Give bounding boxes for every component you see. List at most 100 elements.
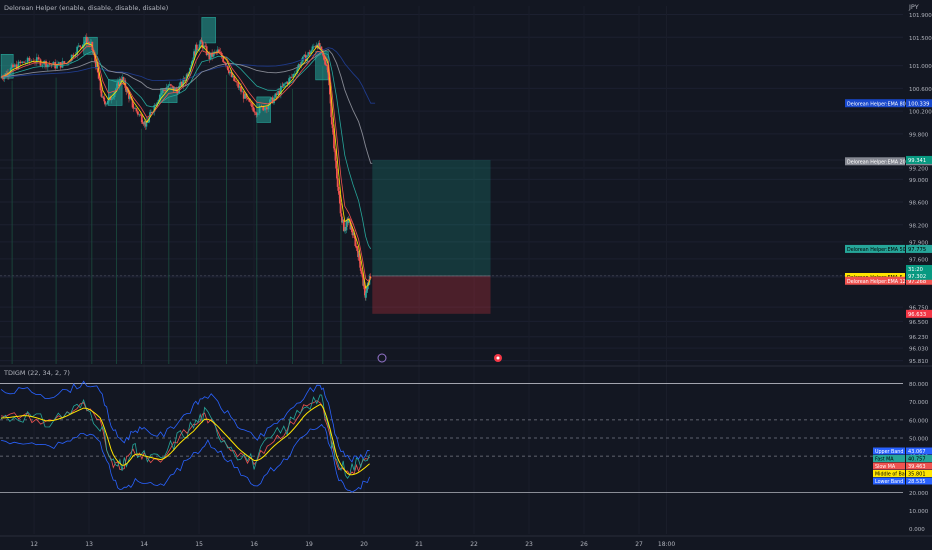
countdown-tag: 31:20 — [908, 267, 923, 273]
oscillator-label-bg — [873, 455, 905, 462]
candle-body — [345, 220, 348, 231]
candle-body — [61, 61, 64, 68]
candle-body — [251, 102, 253, 108]
candle-body — [240, 86, 242, 92]
long-position-tool[interactable] — [372, 159, 491, 314]
ema-label: Delorean Helper:EMA 800 — [847, 101, 909, 107]
candle-body — [229, 71, 232, 73]
candle-body — [34, 62, 36, 63]
price-tick-label: 99.200 — [909, 166, 929, 172]
candle-body — [230, 71, 233, 78]
candle-body — [340, 213, 343, 217]
candle-body — [158, 94, 161, 101]
candle-body — [322, 52, 325, 56]
oscillator-series-label: Middle of Bands — [875, 472, 914, 478]
time-tick-label: 20 — [360, 541, 368, 548]
oscillator-value-bg — [906, 462, 932, 470]
candle-body — [127, 89, 129, 93]
oscillator-tick-label: 10.000 — [909, 509, 929, 515]
ema-label-bg — [845, 276, 905, 285]
oscillator-tick-label: 50.000 — [909, 436, 929, 442]
candle-body — [330, 103, 333, 118]
candle-body — [249, 101, 252, 103]
candle-body — [347, 219, 350, 223]
candle-body — [63, 61, 66, 64]
candle-body — [3, 75, 6, 79]
ema-value: 97.775 — [908, 247, 926, 253]
candle-body — [288, 78, 291, 85]
candle-body — [335, 160, 338, 169]
price-tick-label: 98.200 — [909, 223, 929, 229]
candle-body — [292, 74, 295, 77]
candle-body — [348, 218, 351, 221]
price-tags: Delorean Helper:EMA 800 100.339 Delorean H… — [845, 99, 932, 318]
candle-body — [333, 148, 336, 151]
oscillator-tick-label: 0.000 — [909, 527, 925, 533]
candle-body — [117, 81, 120, 87]
dividend-marker-icon[interactable] — [377, 353, 387, 363]
oscillator-series-label: Upper Band — [875, 449, 903, 455]
candle-body — [35, 57, 38, 63]
price-tick-label: 96.030 — [909, 347, 929, 353]
candle-body — [135, 108, 138, 112]
candle-body — [359, 261, 362, 268]
candle-body — [164, 90, 167, 91]
candle-body — [124, 80, 127, 88]
oscillator-series-label: Slow MA — [875, 464, 896, 470]
candle-body — [150, 112, 152, 113]
candle-body — [141, 122, 144, 124]
candle-body — [99, 80, 102, 91]
candle-body — [144, 121, 147, 127]
oscillator-label-bg — [873, 447, 905, 455]
candle-body — [139, 114, 142, 116]
candle-body — [337, 186, 340, 191]
candle-body — [256, 113, 259, 116]
time-tick-label: 26 — [580, 541, 588, 548]
candle-body — [356, 246, 359, 251]
candle-body — [82, 44, 84, 48]
candle-body — [341, 219, 344, 223]
candle-body — [339, 203, 342, 214]
oscillator-series-value: 28.535 — [908, 479, 926, 485]
oscillator-tick-label: 20.000 — [909, 491, 929, 497]
event-markers[interactable] — [377, 353, 502, 363]
candle-body — [132, 107, 135, 109]
candle-body — [148, 117, 151, 123]
oscillator-label-bg — [873, 462, 905, 470]
candle-body — [289, 76, 292, 79]
candle-body — [126, 89, 129, 92]
candle-body — [194, 51, 196, 56]
candle-body — [317, 43, 320, 49]
candle-body — [175, 88, 178, 92]
candle-body — [172, 86, 175, 92]
candle-body — [341, 216, 343, 223]
candle-body — [140, 115, 143, 123]
candle-body — [246, 97, 249, 100]
candle-body — [264, 107, 266, 111]
candle-body — [336, 178, 339, 187]
candle-body — [128, 96, 131, 99]
candle-body — [235, 81, 238, 83]
time-axis[interactable]: 12 13 14 15 16 19 20 21 22 23 26 27 18:00 — [30, 541, 675, 548]
time-tick-label: 27 — [635, 541, 643, 548]
candle-body — [85, 36, 88, 45]
price-indicator-label[interactable]: Delorean Helper (enable, disable, disabl… — [4, 4, 168, 12]
candle-body — [30, 60, 33, 62]
oscillator-indicator-label[interactable]: TDIGM (22, 34, 2, 7) — [3, 369, 70, 377]
oscillator-panel[interactable]: TDIGM (22, 34, 2, 7) 80.000 70.000 60.000 5… — [0, 369, 932, 533]
candle-body — [360, 270, 363, 274]
candle-body — [157, 100, 160, 103]
candle-body — [222, 57, 225, 62]
middle-band-line — [1, 403, 370, 476]
candle-body — [358, 253, 361, 262]
candle-body — [26, 57, 29, 63]
candle-body — [122, 77, 125, 82]
price-panel[interactable]: Delorean Helper (enable, disable, disabl… — [0, 3, 932, 534]
candle-body — [361, 273, 363, 275]
candle-body — [319, 46, 322, 49]
candle-body — [323, 55, 326, 61]
candle-body — [275, 93, 278, 95]
current-price-tag-bg — [906, 271, 932, 280]
candle-body — [119, 79, 122, 81]
